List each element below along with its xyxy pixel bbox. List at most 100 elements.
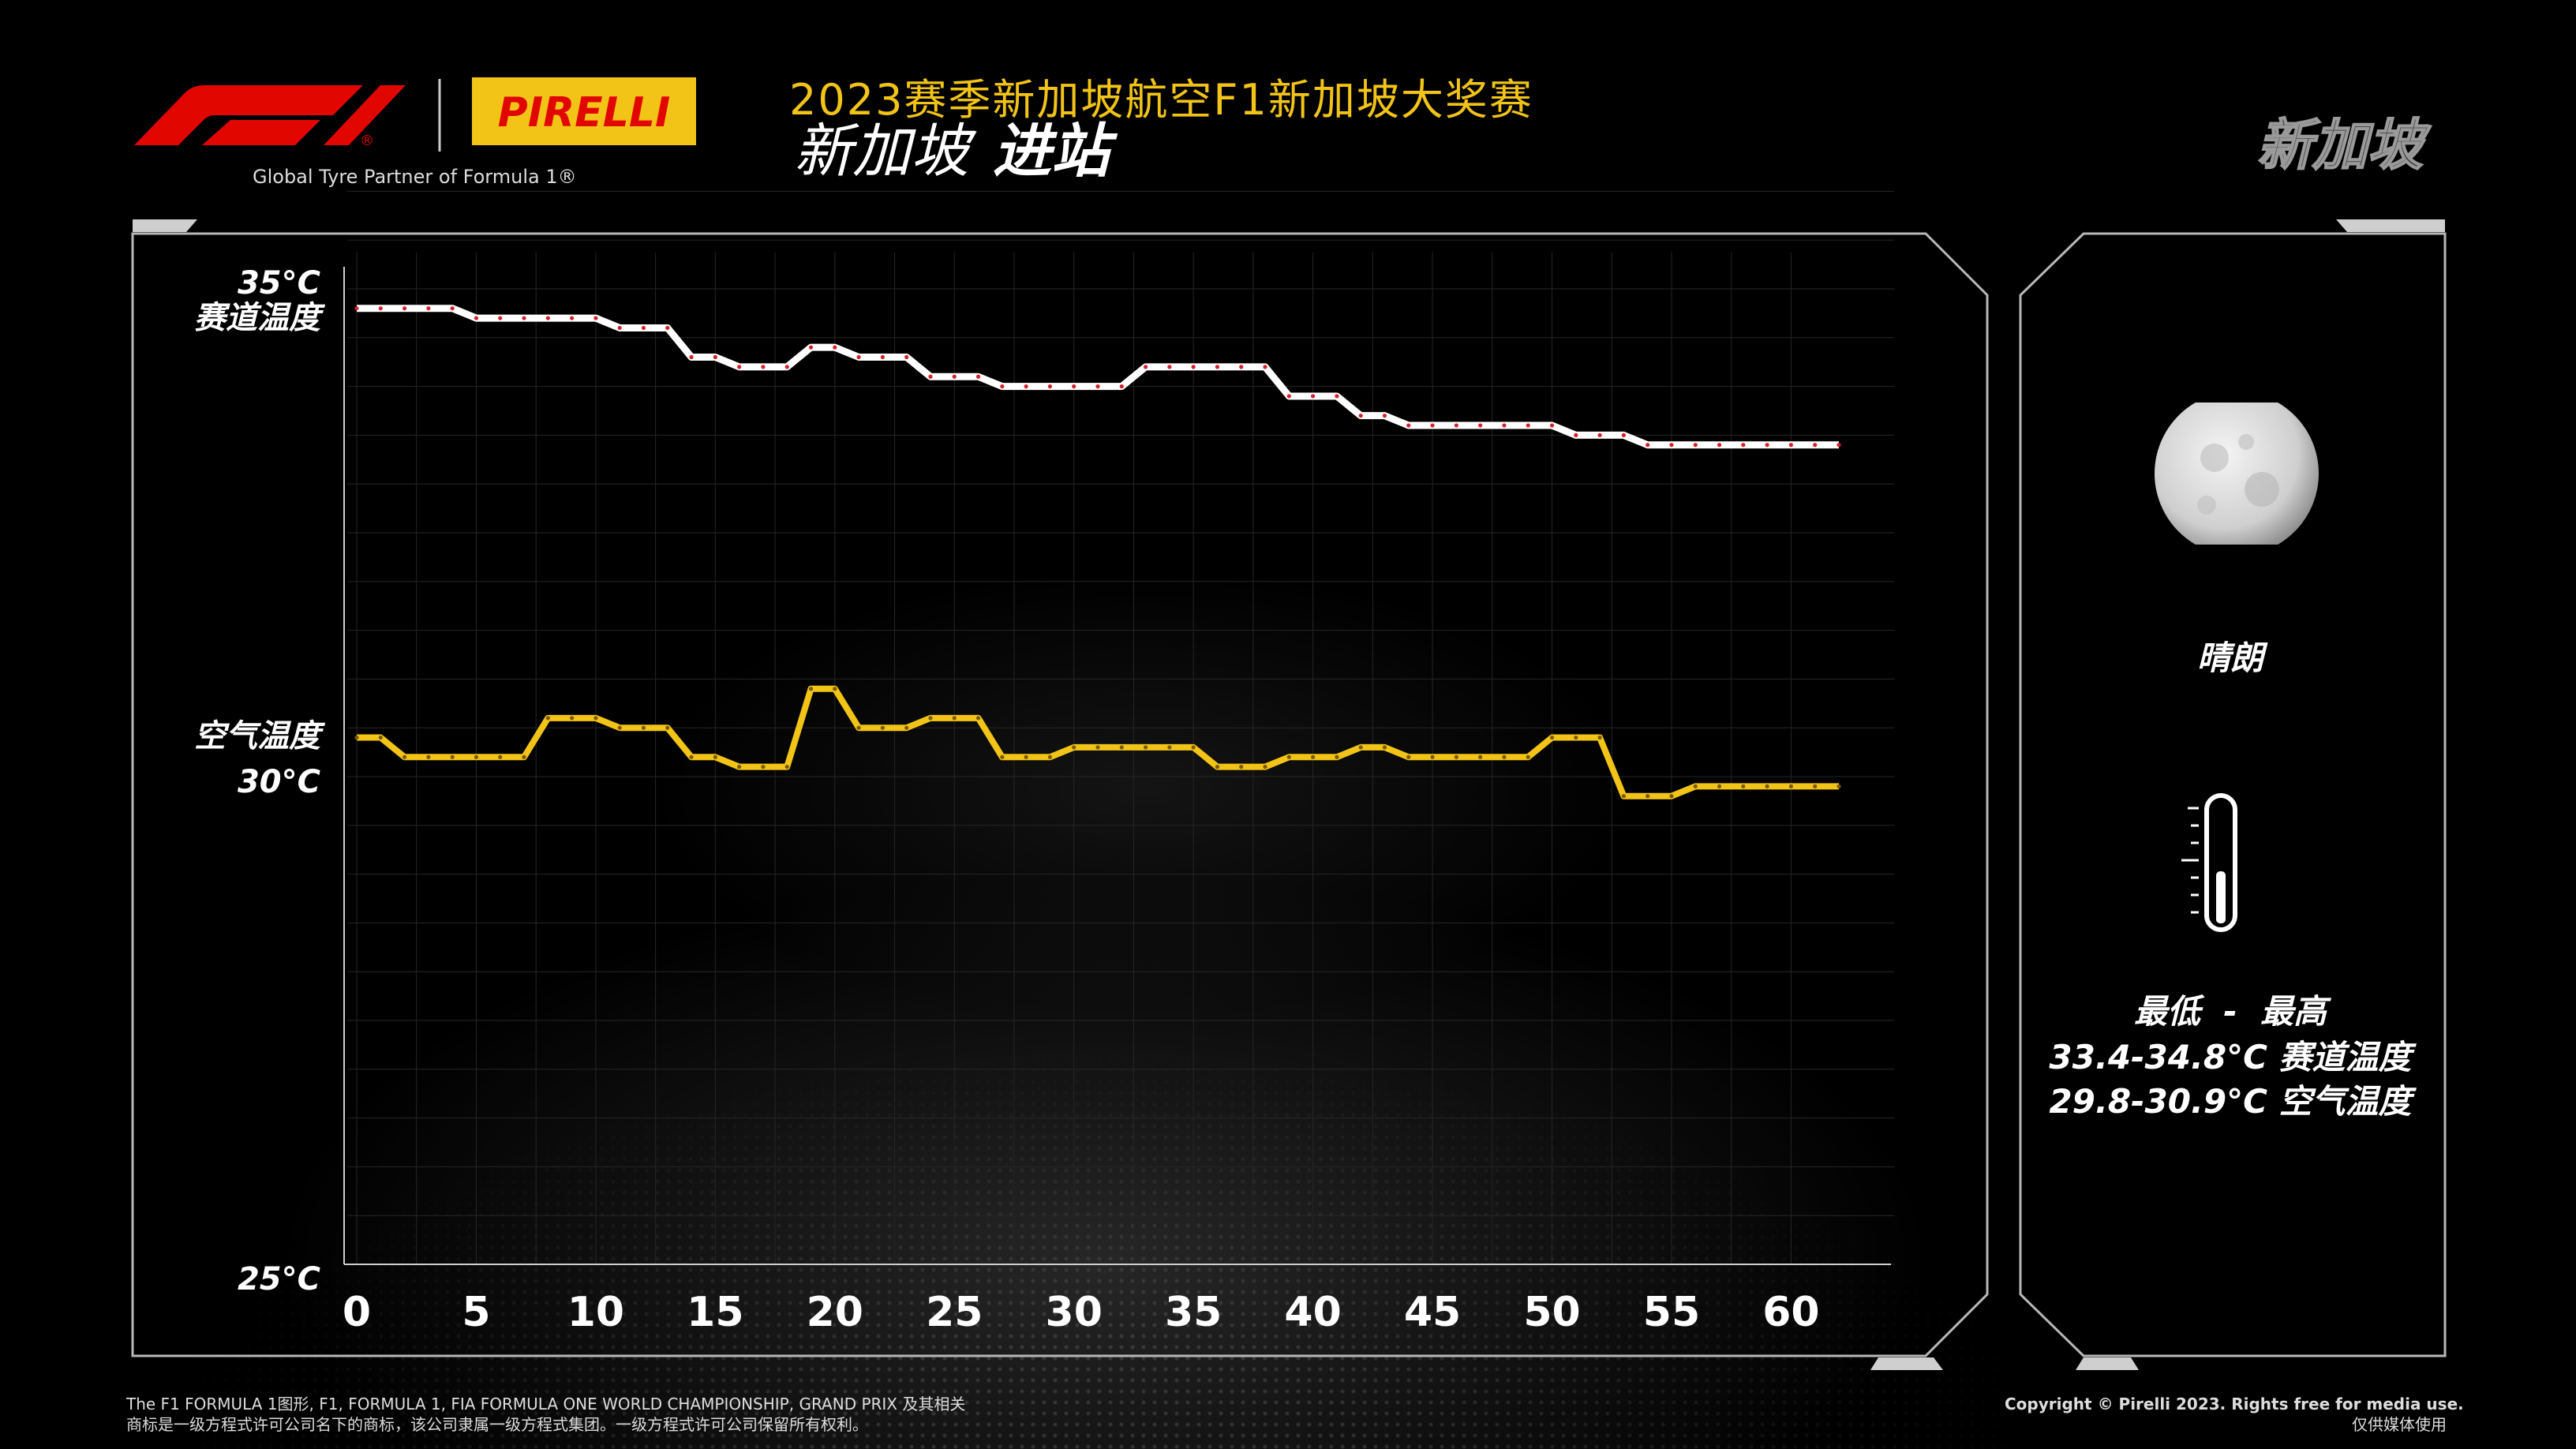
track-temp-point: [1215, 365, 1220, 369]
track-temp-point: [1000, 384, 1005, 389]
track-temp-point: [833, 345, 837, 350]
f1-logo: ®: [134, 85, 406, 149]
x-tick-label: 55: [1643, 1289, 1700, 1336]
air-temp-point: [1741, 784, 1746, 788]
air-temp-point: [1143, 745, 1148, 750]
x-tick-label: 50: [1523, 1289, 1580, 1336]
y-tick-label-25: 25°C: [238, 1261, 320, 1297]
air-temp-point: [665, 725, 670, 730]
track-temp-point: [1335, 394, 1339, 399]
air-temp-point: [402, 754, 407, 759]
track-temp-point: [1047, 384, 1053, 389]
track-temp-point: [1837, 443, 1841, 447]
air-temp-point: [1430, 754, 1435, 759]
track-temp-point: [1549, 423, 1555, 428]
air-temp-point: [474, 754, 479, 759]
air-temp-point: [1167, 745, 1172, 750]
air-temp-point: [1765, 784, 1769, 788]
track-temp-point: [904, 354, 909, 360]
air-temp-point: [570, 716, 575, 721]
air-temp-point: [545, 716, 550, 721]
track-temp-point: [570, 316, 575, 320]
air-temp-point: [426, 754, 431, 759]
track-temp-point: [761, 365, 766, 369]
pirelli-logo-full: PIRELLI: [472, 77, 696, 145]
track-temp-point: [952, 374, 957, 379]
track-temp-point: [426, 306, 431, 311]
frame-accent-tr: [2336, 219, 2445, 232]
page-subtitle: 新加坡 进站: [794, 104, 1110, 189]
air-temp-point: [880, 725, 885, 730]
x-tick-label: 35: [1165, 1289, 1222, 1336]
air-temp-point: [1574, 735, 1578, 740]
frame-accent-tl: [133, 219, 197, 232]
air-temp-range: 29.8-30.9°C 空气温度: [2049, 1082, 2412, 1121]
track-temp-point: [1430, 423, 1435, 428]
chart-panel-frame: [131, 232, 1989, 1357]
air-temp-point: [1526, 754, 1530, 759]
x-tick-labels: 0 5 10 15 20 25 30 35 40 45 50 55 60: [343, 1289, 1820, 1336]
track-temp-point: [1119, 384, 1124, 389]
track-temp-range: 33.4-34.8°C 赛道温度: [2049, 1038, 2412, 1076]
track-temp-point: [1095, 384, 1100, 389]
air-temp-point: [1358, 745, 1363, 750]
air-temp-point: [1621, 794, 1626, 799]
x-tick-label: 10: [567, 1289, 624, 1336]
air-temp-point: [1215, 765, 1220, 769]
pirelli-wordmark: PIRELLI: [498, 89, 671, 137]
air-temp-point: [1813, 784, 1818, 788]
track-temp-point: [1311, 394, 1316, 399]
track-temp-point: [593, 316, 598, 320]
track-temp-point: [1693, 443, 1698, 447]
x-tick-label: 40: [1284, 1289, 1341, 1336]
air-temp-point: [378, 735, 383, 740]
thermometer-icon: [2181, 793, 2237, 932]
subtitle-location: 新加坡: [794, 118, 969, 185]
air-temp-point: [1597, 735, 1602, 740]
air-temp-line: [357, 685, 1839, 799]
x-tick-label: 15: [687, 1289, 743, 1336]
corner-location-label: 新加坡: [2256, 112, 2424, 178]
x-tick-label: 45: [1404, 1289, 1461, 1336]
track-temp-point: [1191, 365, 1196, 369]
track-temp-point: [1526, 423, 1530, 428]
weather-condition: 晴朗: [2196, 638, 2263, 677]
chart-grid: [347, 190, 1894, 1265]
air-temp-point: [450, 754, 455, 759]
track-temp-point: [1741, 443, 1746, 447]
track-temp-point: [1167, 365, 1172, 369]
track-temp-point: [1502, 423, 1507, 428]
air-temp-point: [641, 725, 646, 730]
air-temp-point: [904, 725, 909, 730]
track-temp-point: [1788, 443, 1794, 447]
air-temp-point: [784, 765, 789, 769]
air-temp-point: [1311, 754, 1316, 759]
track-temp-point: [1621, 432, 1626, 438]
air-temp-point: [617, 725, 622, 730]
track-temp-point: [1143, 365, 1148, 369]
x-tick-label: 20: [807, 1289, 863, 1336]
track-temp-point: [450, 306, 455, 311]
air-temp-point: [1382, 745, 1387, 750]
air-temp-point: [1024, 754, 1028, 759]
air-temp-point: [1646, 794, 1650, 799]
air-temp-point: [1454, 754, 1458, 759]
air-temp-point: [1000, 754, 1005, 759]
track-temp-point: [713, 354, 717, 360]
air-temp-point: [1837, 784, 1841, 788]
track-temp-point: [808, 345, 814, 350]
track-temp-point: [1574, 432, 1578, 438]
track-temp-point: [545, 316, 550, 320]
track-temp-point: [975, 374, 981, 379]
track-temp-point: [1072, 384, 1076, 389]
footer-trademark: The F1 FORMULA 1图形, F1, FORMULA 1, FIA F…: [126, 1394, 965, 1435]
side-panel-frame: [2019, 232, 2447, 1357]
frame-accent-br: [1870, 1357, 1943, 1370]
track-temp-point: [665, 325, 670, 331]
track-temp-point: [1478, 423, 1483, 428]
air-temp-point: [593, 716, 598, 721]
air-temp-point: [1502, 754, 1507, 759]
air-temp-point: [928, 716, 933, 721]
footer-copyright-line2: 仅供媒体使用: [2352, 1415, 2447, 1434]
